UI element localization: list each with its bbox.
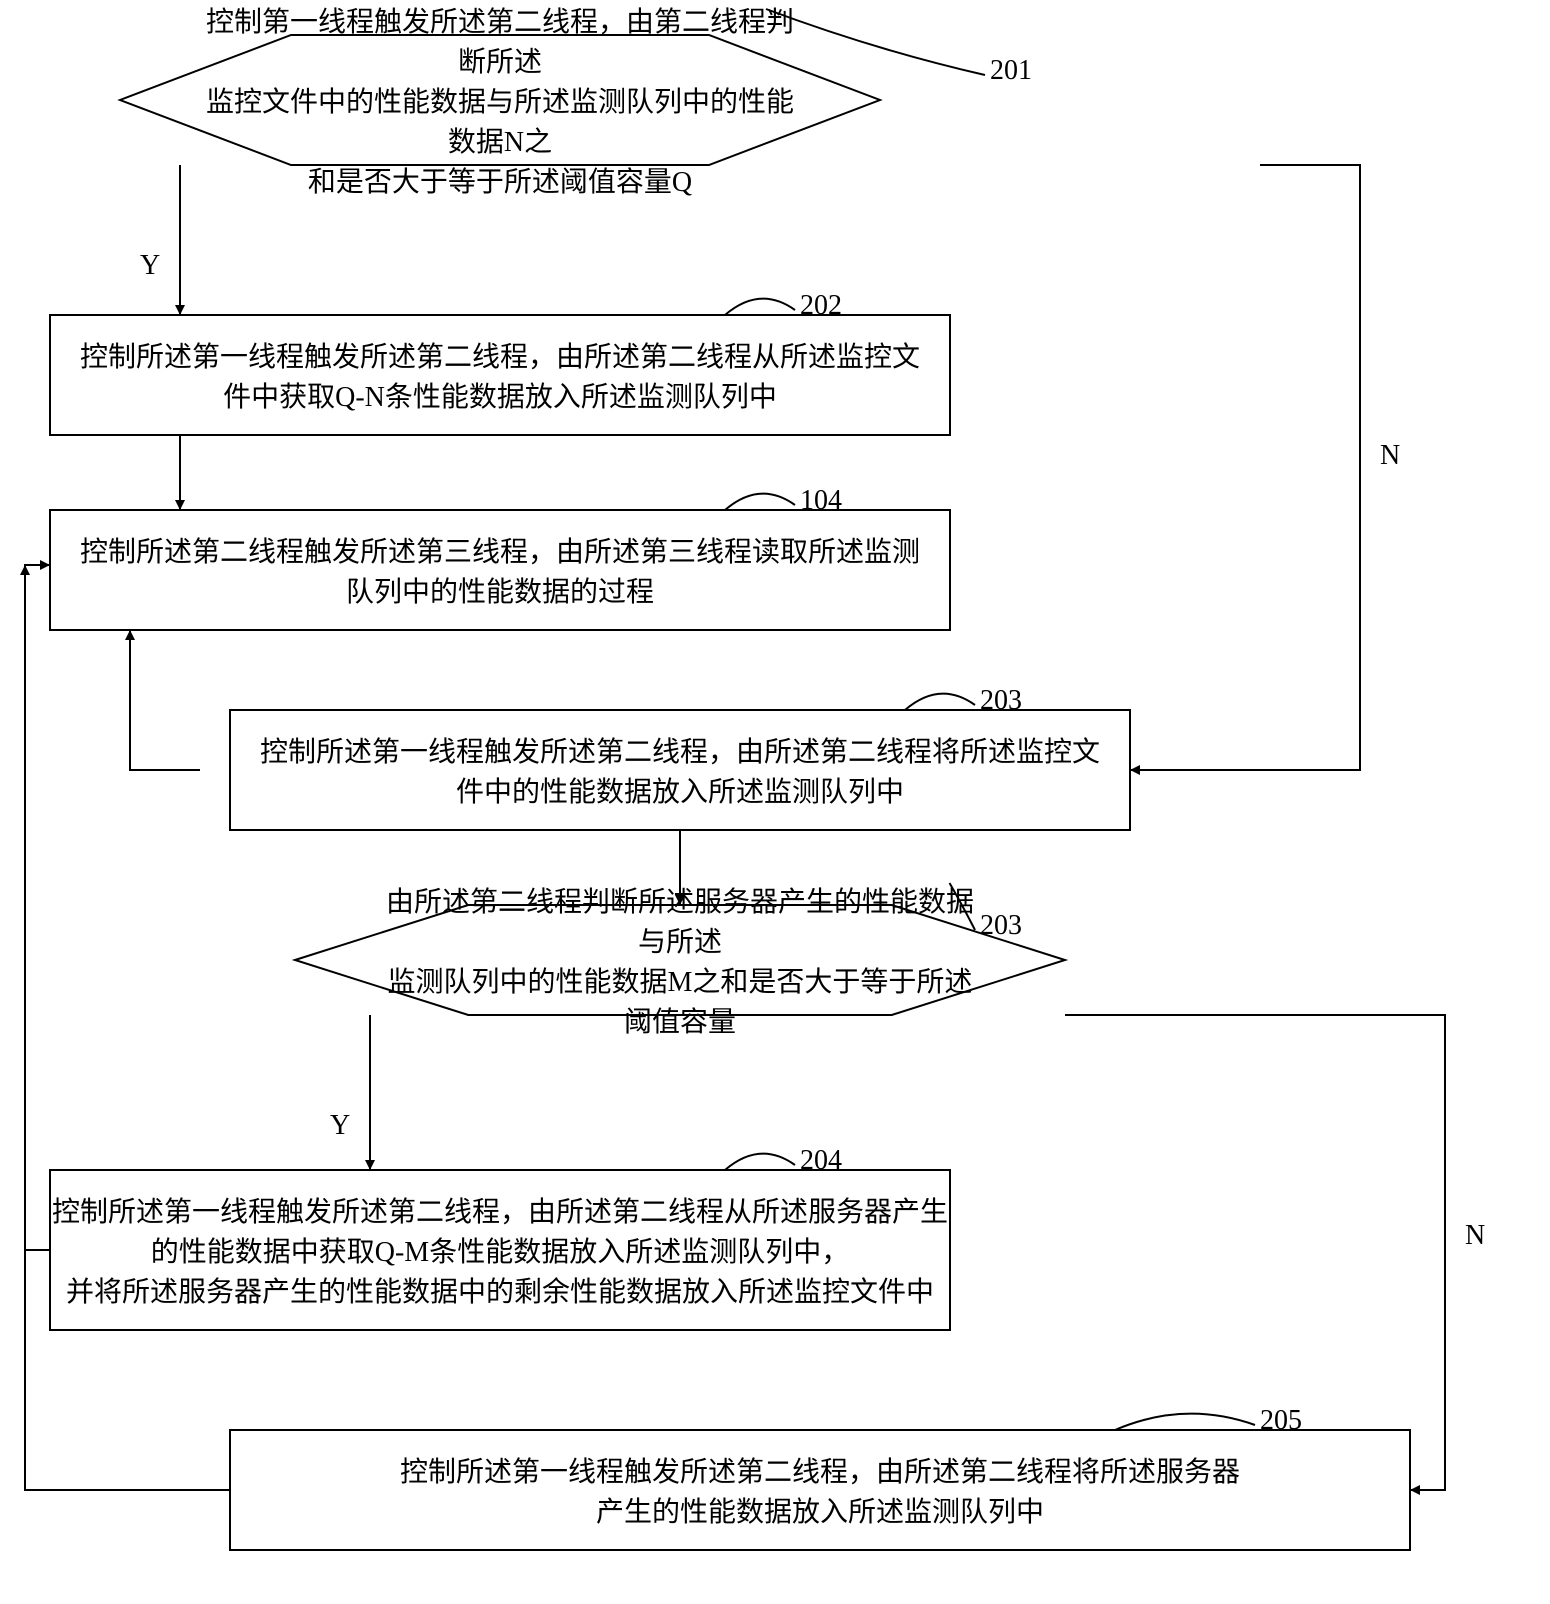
ref-leader-n205 [1115,1414,1255,1430]
edge-label-n203b-n205: N [1465,1220,1485,1252]
node-text-n203a: 控制所述第一线程触发所述第二线程，由所述第二线程将所述监控文 件中的性能数据放入… [230,710,1130,830]
ref-leader-n204 [725,1154,795,1170]
edge-label-n203b-n204: Y [330,1110,350,1142]
ref-label-n205: 205 [1260,1405,1302,1437]
ref-leader-n203a [905,694,975,710]
ref-leader-n202 [725,299,795,315]
node-text-n202: 控制所述第一线程触发所述第二线程，由所述第二线程从所述监控文 件中获取Q-N条性… [50,315,950,435]
ref-label-n204: 204 [800,1145,842,1177]
ref-label-n203b: 203 [980,910,1022,942]
ref-label-n202: 202 [800,290,842,322]
edge-n201-n203a [1130,165,1360,770]
node-text-n204: 控制所述第一线程触发所述第二线程，由所述第二线程从所述服务器产生 的性能数据中获… [50,1170,950,1330]
edge-n203a-n104 [130,630,200,770]
node-text-n203b: 由所述第二线程判断所述服务器产生的性能数据与所述 监测队列中的性能数据M之和是否… [380,905,981,1015]
edge-label-n201-n202: Y [140,250,160,282]
ref-label-n104: 104 [800,485,842,517]
node-text-n205: 控制所述第一线程触发所述第二线程，由所述第二线程将所述服务器 产生的性能数据放入… [230,1430,1410,1550]
ref-leader-n201 [766,9,985,75]
edge-n205-n104 [25,565,230,1490]
ref-leader-n104 [725,494,795,510]
ref-label-n201: 201 [990,55,1032,87]
node-text-n201: 控制第一线程触发所述第二线程，由第二线程判断所述 监控文件中的性能数据与所述监测… [204,35,797,165]
ref-label-n203a: 203 [980,685,1022,717]
edge-n204-n104 [25,565,50,1250]
edge-label-n201-n203a: N [1380,440,1400,472]
node-text-n104: 控制所述第二线程触发所述第三线程，由所述第三线程读取所述监测 队列中的性能数据的… [50,510,950,630]
edge-n203b-n205 [1065,1015,1445,1490]
